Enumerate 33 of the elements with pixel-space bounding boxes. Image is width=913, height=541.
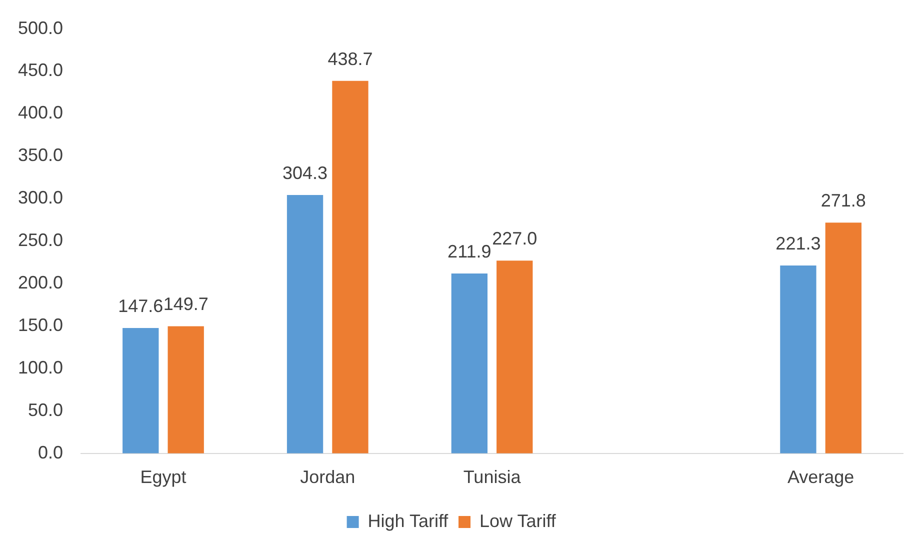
data-label: 227.0: [492, 228, 538, 249]
x-tick-label: Egypt: [140, 467, 186, 488]
x-tick-label: Average: [787, 467, 854, 488]
y-tick-label: 250.0: [18, 230, 64, 250]
data-label: 221.3: [776, 233, 821, 254]
bar: [332, 80, 368, 454]
data-label: 149.7: [163, 294, 208, 314]
bar: [825, 222, 862, 454]
legend-label: Low Tariff: [480, 510, 557, 531]
y-tick-label: 300.0: [18, 188, 64, 208]
y-tick-label: 350.0: [18, 145, 64, 166]
x-tick-label: Tunisia: [463, 467, 522, 488]
data-label: 304.3: [282, 162, 328, 183]
y-tick-label: 500.0: [18, 18, 64, 38]
y-tick-label: 100.0: [18, 357, 64, 378]
data-label: 438.7: [328, 48, 373, 69]
y-tick-label: 150.0: [18, 314, 64, 335]
legend-label: High Tariff: [368, 510, 450, 531]
bar: [168, 326, 204, 454]
y-tick-label: 0.0: [38, 442, 64, 462]
y-tick-label: 450.0: [18, 60, 64, 80]
x-tick-label: Jordan: [300, 467, 356, 488]
data-label: 211.9: [448, 241, 492, 262]
y-tick-label: 50.0: [28, 400, 64, 420]
bar: [496, 260, 533, 454]
bar: [780, 265, 816, 454]
bar: [451, 273, 488, 454]
bar: [122, 328, 159, 454]
data-label: 147.6: [118, 296, 164, 316]
bar: [286, 194, 324, 454]
data-label: 271.8: [820, 190, 866, 211]
y-tick-label: 200.0: [18, 272, 64, 293]
y-tick-label: 400.0: [18, 102, 64, 123]
